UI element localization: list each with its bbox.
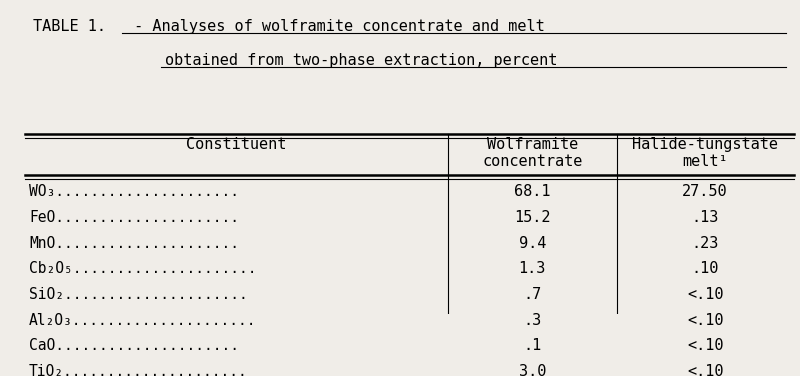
- Text: .10: .10: [691, 261, 719, 276]
- Text: .23: .23: [691, 236, 719, 251]
- Text: WO₃.....................: WO₃.....................: [29, 185, 239, 200]
- Text: 3.0: 3.0: [518, 364, 546, 376]
- Text: 27.50: 27.50: [682, 185, 728, 200]
- Text: 15.2: 15.2: [514, 210, 550, 225]
- Text: <.10: <.10: [687, 312, 723, 327]
- Text: Halide-tungstate
melt¹: Halide-tungstate melt¹: [632, 137, 778, 169]
- Text: Cb₂O₅.....................: Cb₂O₅.....................: [29, 261, 257, 276]
- Text: <.10: <.10: [687, 287, 723, 302]
- Text: 9.4: 9.4: [518, 236, 546, 251]
- Text: 1.3: 1.3: [518, 261, 546, 276]
- Text: - Analyses of wolframite concentrate and melt: - Analyses of wolframite concentrate and…: [125, 18, 545, 33]
- Text: obtained from two-phase extraction, percent: obtained from two-phase extraction, perc…: [165, 53, 557, 68]
- Text: .3: .3: [523, 312, 542, 327]
- Text: .1: .1: [523, 338, 542, 353]
- Text: Al₂O₃.....................: Al₂O₃.....................: [29, 312, 257, 327]
- Text: FeO.....................: FeO.....................: [29, 210, 239, 225]
- Text: MnO.....................: MnO.....................: [29, 236, 239, 251]
- Text: <.10: <.10: [687, 338, 723, 353]
- Text: 68.1: 68.1: [514, 185, 550, 200]
- Text: Wolframite
concentrate: Wolframite concentrate: [482, 137, 582, 169]
- Text: SiO₂.....................: SiO₂.....................: [29, 287, 248, 302]
- Text: TiO₂.....................: TiO₂.....................: [29, 364, 248, 376]
- Text: Constituent: Constituent: [186, 137, 286, 152]
- Text: <.10: <.10: [687, 364, 723, 376]
- Text: CaO.....................: CaO.....................: [29, 338, 239, 353]
- Text: .7: .7: [523, 287, 542, 302]
- Text: .13: .13: [691, 210, 719, 225]
- Text: TABLE 1.: TABLE 1.: [34, 18, 106, 33]
